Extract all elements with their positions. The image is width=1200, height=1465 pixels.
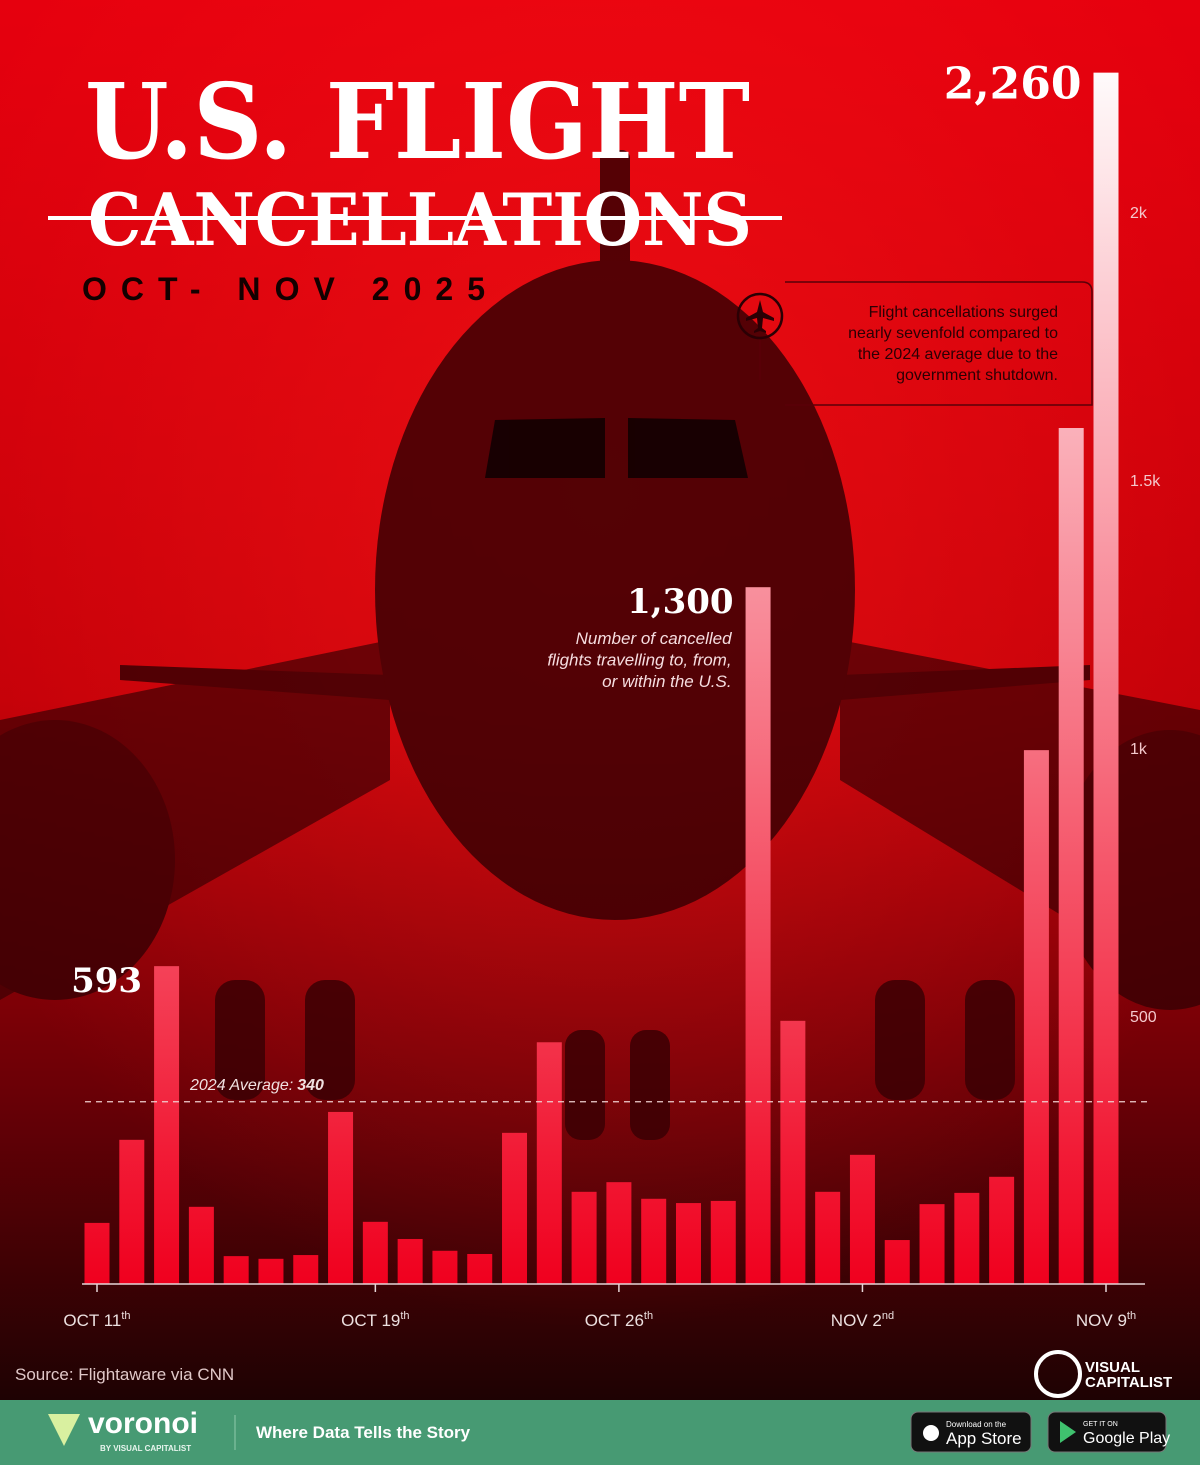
vc-logo-mark <box>1034 1350 1082 1398</box>
bar <box>989 1176 1015 1284</box>
source: Source: Flightaware via CNN <box>15 1365 234 1384</box>
bar <box>884 1240 910 1284</box>
bar <box>328 1111 354 1284</box>
bar <box>154 966 180 1284</box>
note: flights travelling to, from, <box>547 651 731 670</box>
vc-logo: VISUAL CAPITALIST <box>1034 1350 1172 1398</box>
bar <box>84 1222 110 1284</box>
callout-icon <box>736 292 784 340</box>
bar <box>1058 428 1084 1284</box>
x-tick-label: OCT 26th <box>585 1310 653 1330</box>
google-play-icon <box>1060 1421 1076 1443</box>
bar <box>815 1191 841 1284</box>
callout-text: Flight cancellations surged <box>869 304 1058 321</box>
bar <box>675 1203 701 1284</box>
bar <box>745 587 771 1284</box>
bar <box>536 1042 562 1284</box>
app-store-label: App Store <box>946 1429 1022 1448</box>
bar <box>293 1255 319 1284</box>
y-tick-label: 1.5k <box>1130 473 1161 490</box>
callout-text: nearly sevenfold compared to <box>848 325 1058 342</box>
bar <box>362 1221 388 1284</box>
bar <box>258 1258 284 1284</box>
bar <box>606 1182 632 1284</box>
x-tick-label: OCT 19th <box>341 1310 409 1330</box>
google-play-label: Google Play <box>1083 1430 1170 1447</box>
vc-logo-top: VISUAL <box>1085 1359 1140 1376</box>
bar <box>780 1020 806 1284</box>
voronoi-sub: BY VISUAL CAPITALIST <box>100 1444 191 1453</box>
app-store-badge[interactable]: Download on the App Store <box>910 1411 1032 1453</box>
value-label: 2,260 <box>944 59 1082 110</box>
x-tick-label: NOV 9th <box>1076 1310 1136 1330</box>
callout-box <box>759 281 1093 406</box>
bar <box>571 1191 597 1284</box>
bar <box>119 1139 145 1284</box>
average-label-text: 2024 Average: <box>189 1077 293 1094</box>
plane-icon <box>746 300 774 333</box>
app-store-small: Download on the <box>946 1420 1007 1429</box>
google-play-badge[interactable]: GET IT ON Google Play <box>1047 1411 1170 1453</box>
bar <box>432 1250 458 1284</box>
y-tick-label: 1k <box>1130 741 1148 758</box>
bar <box>641 1198 667 1284</box>
bar <box>397 1238 423 1284</box>
vc-logo-bottom: CAPITALIST <box>1085 1374 1172 1391</box>
bar <box>188 1206 214 1284</box>
note: Number of cancelled <box>576 629 732 648</box>
voronoi-logo: voronoi <box>88 1407 198 1440</box>
callout-text: the 2024 average due to the <box>858 346 1058 363</box>
bar <box>1023 750 1049 1284</box>
bar <box>849 1154 875 1284</box>
value-label: 1,300 <box>627 582 733 622</box>
y-tick-label: 2k <box>1130 205 1148 222</box>
voronoi-mark <box>48 1414 80 1446</box>
bar <box>710 1200 736 1284</box>
bar <box>919 1204 945 1284</box>
y-tick-label: 500 <box>1130 1009 1157 1026</box>
app-store-button[interactable] <box>910 1411 1032 1453</box>
x-tick-label: NOV 2nd <box>831 1310 894 1330</box>
bar <box>223 1256 249 1284</box>
x-tick-label: OCT 11th <box>63 1310 130 1330</box>
note: or within the U.S. <box>602 672 731 691</box>
value-label: 593 <box>71 961 142 1001</box>
tagline: Where Data Tells the Story <box>256 1423 471 1442</box>
bar <box>467 1253 493 1284</box>
bar <box>502 1132 528 1284</box>
average-value: 340 <box>297 1077 324 1094</box>
bar <box>1093 72 1119 1284</box>
callout-text: government shutdown. <box>896 367 1058 384</box>
google-play-small: GET IT ON <box>1083 1421 1118 1428</box>
title: U.S. FLIGHT <box>85 60 750 183</box>
bar <box>954 1192 980 1284</box>
google-play-button[interactable] <box>1047 1411 1167 1453</box>
cockpit-windows <box>485 418 748 478</box>
apple-icon <box>923 1425 939 1441</box>
average-label: 2024 Average: 340 <box>189 1077 324 1094</box>
